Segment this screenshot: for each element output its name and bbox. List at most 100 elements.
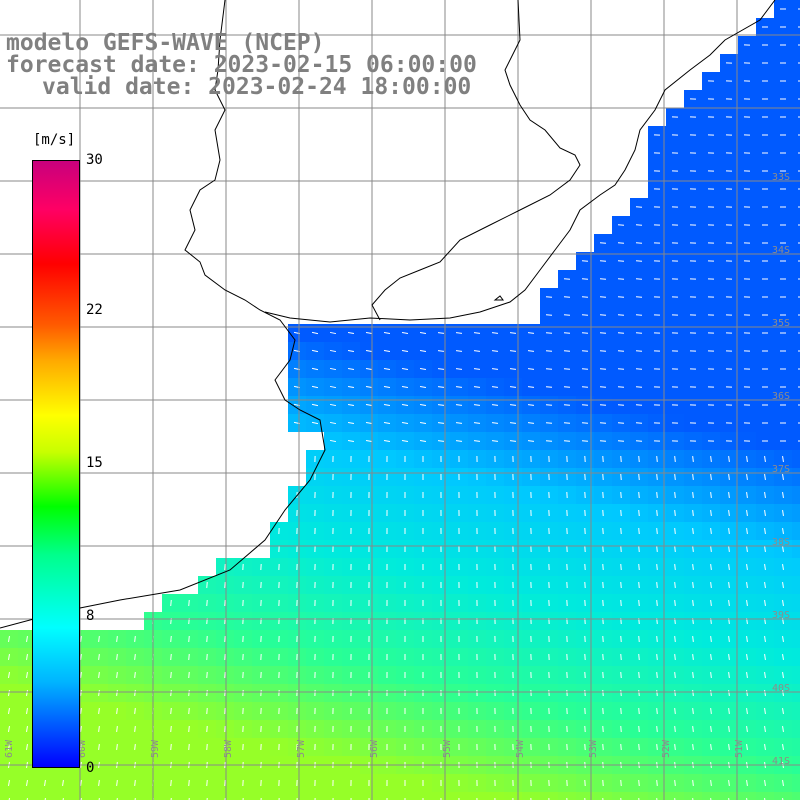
wind-arrow xyxy=(8,689,10,697)
wind-cell xyxy=(792,360,800,378)
wind-cell xyxy=(270,792,288,800)
colorbar-tick-8: 8 xyxy=(86,608,95,624)
wind-arrow xyxy=(491,350,499,352)
wind-arrow xyxy=(437,422,445,424)
wind-arrow xyxy=(473,404,481,406)
wind-arrow xyxy=(728,653,730,661)
wind-arrow xyxy=(710,779,712,787)
wind-arrow xyxy=(620,797,622,800)
wind-arrow xyxy=(134,797,136,800)
wind-arrow xyxy=(692,743,694,751)
wind-arrow xyxy=(545,350,553,352)
wind-arrow xyxy=(509,422,517,424)
wind-arrow xyxy=(782,743,784,751)
wind-cell xyxy=(792,738,800,756)
wind-cell xyxy=(792,162,800,180)
wind-arrow xyxy=(620,779,622,787)
wind-arrow xyxy=(8,743,10,751)
wind-arrow xyxy=(656,779,658,787)
wind-arrow xyxy=(638,545,640,553)
wind-arrow xyxy=(638,689,640,697)
wind-arrow xyxy=(581,440,589,442)
wind-arrow xyxy=(473,440,481,442)
wind-arrow xyxy=(692,509,694,517)
wind-cell xyxy=(414,792,432,800)
wind-cell xyxy=(792,414,800,432)
wind-arrow xyxy=(782,599,784,607)
wind-arrow xyxy=(509,368,517,370)
wind-cell xyxy=(576,792,594,800)
wind-arrow xyxy=(170,635,172,643)
wind-arrow xyxy=(80,653,82,661)
wind-arrow xyxy=(656,671,658,679)
wind-arrow xyxy=(98,671,100,679)
wind-arrow xyxy=(383,350,391,352)
wind-cell xyxy=(792,198,800,216)
wind-arrow xyxy=(746,635,748,643)
wind-arrow xyxy=(620,671,622,679)
wind-arrow xyxy=(710,689,712,697)
wind-arrow xyxy=(728,743,730,751)
wind-cell xyxy=(558,792,576,800)
wind-arrow xyxy=(98,689,100,697)
wind-arrow xyxy=(692,689,694,697)
wind-arrow xyxy=(311,421,319,425)
wind-arrow xyxy=(170,743,172,751)
wind-cell xyxy=(792,144,800,162)
wind-arrow xyxy=(620,563,622,571)
wind-arrow xyxy=(62,797,64,800)
wind-arrow xyxy=(782,455,784,463)
wind-arrow xyxy=(674,797,676,800)
wind-arrow xyxy=(80,797,82,800)
wind-arrow xyxy=(26,635,28,643)
wind-arrow xyxy=(419,404,427,406)
wind-arrow xyxy=(509,386,517,388)
wind-arrow xyxy=(782,779,784,787)
wind-arrow xyxy=(44,779,46,787)
wind-arrow xyxy=(674,473,676,481)
wind-arrow xyxy=(746,743,748,751)
longitude-labels: 61W 60W 59W 58W 57W 56W 55W 54W 53W 52W 51W xyxy=(4,739,745,758)
wind-arrow xyxy=(581,422,589,424)
wind-arrow xyxy=(638,671,640,679)
wind-arrow xyxy=(674,491,676,499)
wind-cell xyxy=(306,792,324,800)
wind-arrow xyxy=(365,439,373,443)
wind-cell xyxy=(792,126,800,144)
wind-cell xyxy=(792,288,800,306)
wind-arrow xyxy=(365,349,373,353)
wind-arrow xyxy=(674,671,676,679)
wind-arrow xyxy=(638,509,640,517)
wind-cell xyxy=(594,792,612,800)
wind-arrow xyxy=(44,797,46,800)
wind-arrow xyxy=(782,563,784,571)
wind-arrow xyxy=(8,653,10,661)
wind-arrow xyxy=(527,332,535,334)
wind-arrow xyxy=(116,725,118,733)
wind-arrow xyxy=(170,779,172,787)
wind-cell xyxy=(774,792,792,800)
wind-arrow xyxy=(746,473,748,481)
wind-arrow xyxy=(656,707,658,715)
wind-arrow xyxy=(674,635,676,643)
wind-arrow xyxy=(188,797,190,800)
wind-arrow xyxy=(656,563,658,571)
wind-arrow xyxy=(491,440,499,442)
wind-arrow xyxy=(347,349,355,353)
wind-arrow xyxy=(728,779,730,787)
wind-arrow xyxy=(116,779,118,787)
wind-arrow xyxy=(116,671,118,679)
wind-cell xyxy=(486,792,504,800)
wind-arrow xyxy=(674,689,676,697)
wind-arrow xyxy=(491,404,499,406)
wind-cell xyxy=(792,432,800,450)
wind-cell xyxy=(792,306,800,324)
wind-arrow xyxy=(170,707,172,715)
wind-arrow xyxy=(509,350,517,352)
wind-cell xyxy=(288,792,306,800)
wind-cell xyxy=(792,450,800,468)
wind-arrow xyxy=(674,707,676,715)
wind-arrow xyxy=(656,743,658,751)
wind-arrow xyxy=(710,455,712,463)
wind-arrow xyxy=(728,689,730,697)
